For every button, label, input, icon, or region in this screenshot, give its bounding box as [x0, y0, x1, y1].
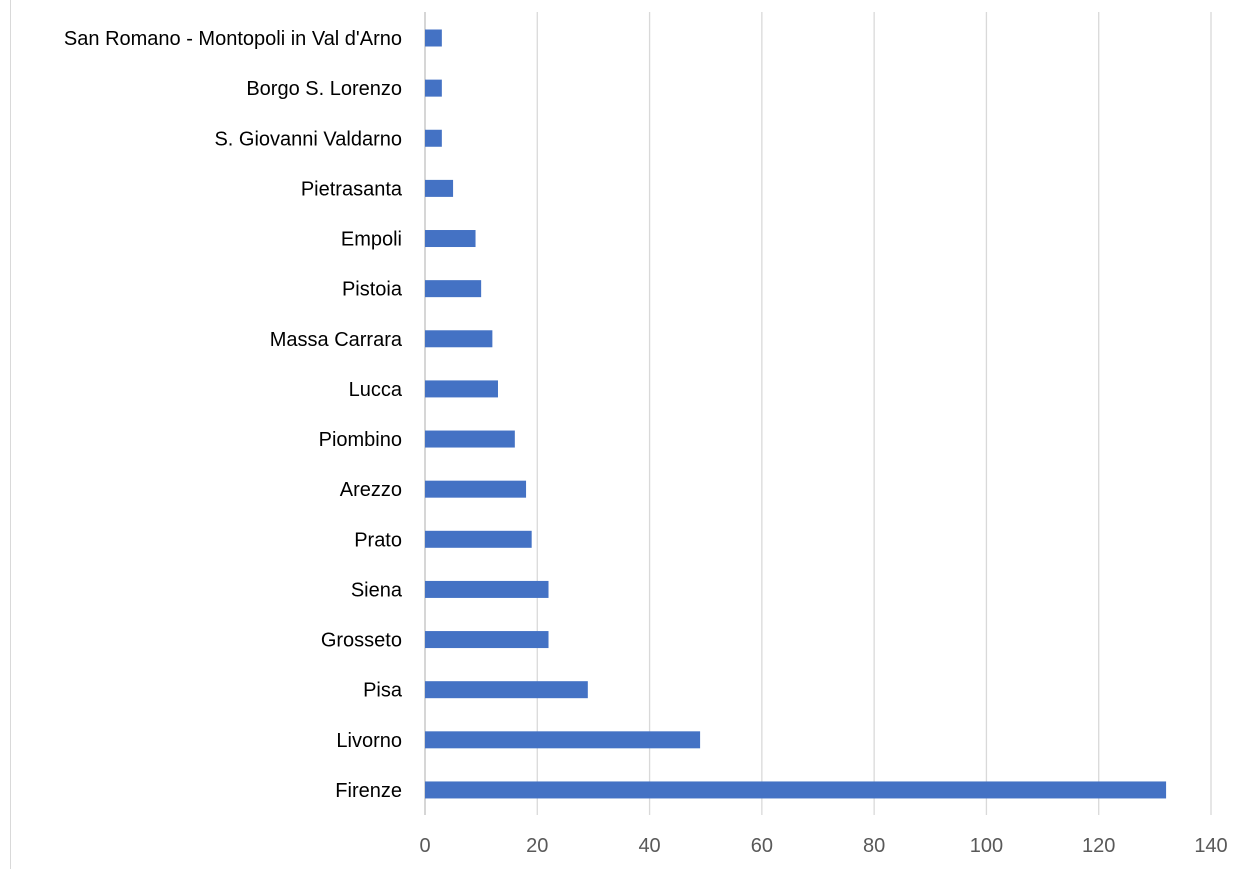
category-label: Livorno — [336, 730, 402, 752]
category-label: Siena — [351, 579, 403, 601]
category-label: Borgo S. Lorenzo — [246, 78, 402, 100]
category-labels: San Romano - Montopoli in Val d'Arno Borg… — [64, 28, 403, 802]
bar — [425, 230, 476, 248]
bar — [425, 280, 482, 298]
category-label: Grosseto — [321, 630, 402, 652]
x-tick-label: 40 — [638, 835, 660, 857]
category-label: Empoli — [341, 229, 402, 251]
bar — [425, 29, 442, 47]
category-label: San Romano - Montopoli in Val d'Arno — [64, 28, 402, 50]
bar — [425, 781, 1167, 799]
category-label: Lucca — [349, 379, 403, 401]
category-label: Pisa — [363, 680, 403, 702]
bar — [425, 580, 549, 598]
x-tick-label: 100 — [970, 835, 1003, 857]
x-tick-label: 60 — [751, 835, 773, 857]
x-tick-label: 120 — [1082, 835, 1115, 857]
bar — [425, 430, 515, 448]
category-label: Firenze — [335, 780, 402, 802]
bar — [425, 179, 454, 197]
category-label: Pietrasanta — [301, 178, 403, 200]
bar — [425, 731, 701, 749]
category-label: Pistoia — [342, 279, 403, 301]
category-label: Piombino — [319, 429, 402, 451]
x-tick-label: 80 — [863, 835, 885, 857]
x-tick-labels: 0 20 40 60 80 100 120 140 — [419, 835, 1227, 857]
x-tick-label: 20 — [526, 835, 548, 857]
bar — [425, 79, 442, 97]
frame-border — [10, 0, 11, 869]
category-label: Prato — [354, 529, 402, 551]
category-label: Arezzo — [340, 479, 402, 501]
bar — [425, 681, 588, 699]
x-tick-label: 140 — [1194, 835, 1227, 857]
bar — [425, 380, 498, 398]
category-label: Massa Carrara — [270, 329, 403, 351]
category-label: S. Giovanni Valdarno — [214, 128, 402, 150]
bar — [425, 530, 532, 548]
gridlines — [424, 12, 1212, 815]
bar — [425, 631, 549, 649]
bars — [425, 29, 1167, 799]
bar — [425, 330, 493, 348]
bar — [425, 480, 527, 498]
bar — [425, 129, 442, 147]
x-tick-label: 0 — [419, 835, 430, 857]
